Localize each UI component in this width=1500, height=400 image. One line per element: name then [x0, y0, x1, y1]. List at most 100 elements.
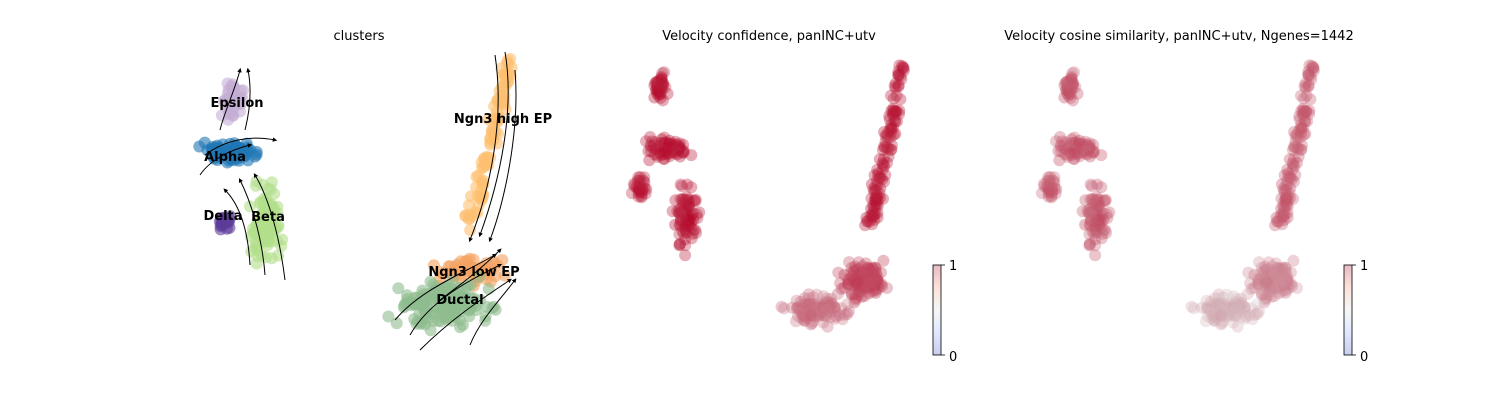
cell-point — [1217, 309, 1230, 322]
cell-point — [1215, 318, 1227, 331]
cell-point — [897, 62, 910, 75]
cell-point — [1264, 285, 1277, 298]
cell-point — [1281, 163, 1294, 176]
cell-point — [1095, 216, 1108, 229]
cell-point — [887, 106, 900, 119]
cell-point — [881, 141, 894, 154]
cell-point — [1067, 136, 1080, 149]
cell-point — [852, 280, 865, 292]
cell-point — [1093, 218, 1106, 231]
cell-point — [893, 59, 906, 72]
cell-point — [636, 182, 649, 195]
cell-point — [845, 261, 858, 274]
cell-point — [1063, 147, 1076, 159]
cell-point — [674, 206, 686, 219]
cell-point — [653, 74, 666, 87]
cell-point — [1043, 180, 1056, 193]
cell-point — [671, 205, 684, 218]
cell-point — [638, 171, 651, 184]
cell-point — [867, 182, 880, 195]
cell-point — [1066, 94, 1079, 107]
cell-point — [887, 102, 900, 115]
cell-point — [894, 70, 907, 83]
cell-point — [1076, 139, 1089, 152]
cell-point — [1208, 292, 1221, 305]
cell-point — [822, 304, 835, 317]
cell-point — [1284, 182, 1297, 195]
cell-point — [1090, 226, 1103, 239]
cell-point — [1268, 277, 1280, 290]
cell-point — [1101, 211, 1114, 224]
cell-point — [852, 262, 865, 275]
cell-point — [1061, 76, 1074, 89]
cell-point — [885, 139, 898, 152]
cell-point — [1298, 114, 1311, 127]
cell-point — [686, 207, 699, 220]
cell-point — [886, 108, 899, 121]
cell-point — [649, 77, 662, 90]
cell-point — [1089, 223, 1102, 236]
cell-point — [871, 206, 884, 219]
cell-point — [789, 315, 802, 328]
cell-point — [689, 223, 702, 236]
cell-point — [867, 275, 880, 287]
cell-point — [870, 284, 882, 297]
cell-point — [1079, 218, 1092, 231]
cell-point — [648, 79, 661, 92]
cell-point — [872, 282, 885, 295]
cell-point — [673, 228, 686, 241]
cell-point — [868, 184, 881, 197]
cell-point — [871, 193, 883, 206]
cell-point — [640, 183, 653, 196]
cell-point — [823, 306, 836, 319]
cell-point — [482, 283, 495, 295]
cell-point — [1276, 285, 1289, 298]
cell-point — [672, 143, 685, 156]
cell-point — [855, 290, 868, 303]
cell-point — [861, 262, 874, 275]
cell-point — [878, 140, 890, 153]
cell-point — [1086, 193, 1099, 206]
cell-point — [650, 143, 662, 156]
cell-point — [857, 275, 870, 288]
cell-point — [1074, 147, 1086, 160]
cell-point — [1295, 104, 1308, 117]
cell-point — [798, 292, 811, 305]
cell-point — [1047, 174, 1060, 187]
cell-point — [1251, 298, 1264, 311]
cell-point — [1083, 239, 1096, 252]
cell-point — [878, 175, 890, 188]
cell-point — [1278, 283, 1291, 296]
cell-point — [1059, 77, 1072, 90]
cell-point — [796, 308, 809, 321]
cell-point — [656, 94, 669, 107]
streamline — [223, 188, 251, 266]
cell-point — [1068, 66, 1081, 79]
cell-point — [860, 211, 873, 224]
cell-point — [1054, 139, 1067, 152]
cell-point — [809, 305, 822, 318]
cell-point — [843, 273, 856, 286]
cell-point — [888, 105, 901, 118]
cell-point — [778, 302, 790, 315]
cell-point — [667, 145, 680, 158]
cell-point — [1265, 272, 1278, 285]
cell-point — [1278, 270, 1291, 282]
cell-point — [885, 104, 898, 117]
cell-point — [1293, 110, 1306, 122]
cell-point — [869, 199, 882, 212]
cell-point — [399, 297, 412, 310]
cell-point — [1234, 301, 1246, 314]
cell-point — [1270, 271, 1282, 284]
cell-point — [872, 193, 885, 206]
cell-point — [1280, 198, 1293, 211]
cell-point — [1212, 288, 1225, 301]
cell-point — [775, 300, 788, 313]
cell-point — [1054, 131, 1067, 143]
cell-point — [1246, 313, 1259, 326]
cell-point — [1233, 300, 1245, 313]
cell-point — [825, 292, 837, 305]
cell-point — [657, 152, 670, 165]
cell-point — [874, 192, 887, 204]
cell-point — [818, 296, 831, 309]
